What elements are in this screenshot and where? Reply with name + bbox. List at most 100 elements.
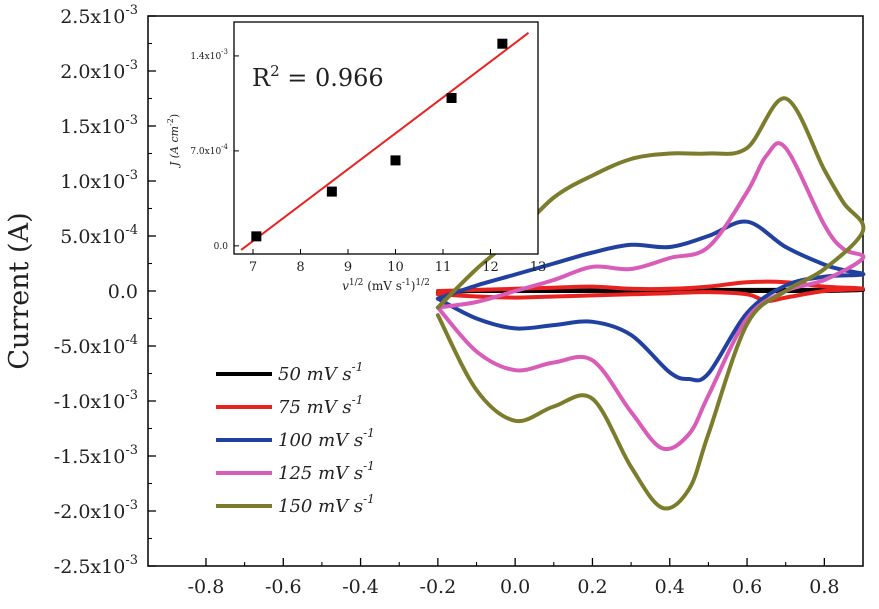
tick-mantissa: 1.5x10: [60, 116, 125, 138]
tick-mantissa: -5.0x10: [54, 336, 126, 358]
r2-rest: = 0.966: [280, 64, 384, 92]
legend-label-exponent: -1: [363, 492, 375, 506]
series-line-1: [435, 279, 865, 303]
inset-data-point: [390, 155, 401, 166]
tick-exponent: -3: [125, 498, 138, 513]
legend-label-text: 100 mV s: [278, 430, 363, 451]
main-y-tick-label: 1.0x10-3: [60, 168, 138, 193]
inset-ylabel-base: J (A cm: [168, 126, 181, 168]
inset-plot-content: [240, 32, 530, 251]
inset-background: [234, 22, 538, 254]
main-y-tick-label: 2.5x10-3: [60, 3, 138, 28]
inset-x-tick-label: 10: [387, 260, 404, 275]
inset-x-tick-label: 13: [530, 260, 547, 275]
main-y-tick-label: 1.5x10-3: [60, 113, 138, 138]
main-y-tick-label: 2.0x10-3: [60, 58, 138, 83]
main-x-tick-label: -0.6: [265, 576, 302, 598]
inset-y-axis-label: J (A cm-2): [166, 114, 181, 168]
legend-label-exponent: -1: [363, 426, 375, 440]
inset-tick-mantissa: 1.4x10: [190, 52, 221, 62]
inset-xlabel-sup: 1/2: [349, 278, 363, 288]
inset-xlabel-end: ): [411, 279, 416, 293]
tick-exponent: -4: [125, 223, 138, 238]
inset-x-tick-label: 11: [435, 260, 452, 275]
legend-label: 50 mV s-1: [278, 360, 363, 385]
inset-xlabel-v: v: [342, 279, 349, 293]
legend-label-exponent: -1: [363, 459, 375, 473]
tick-exponent: -3: [125, 168, 138, 183]
inset-data-point: [326, 186, 337, 197]
inset-y-tick-label: 7.0x10-4: [190, 143, 228, 157]
inset-x-tick-label: 9: [344, 260, 352, 275]
main-y-tick-label: 0.0: [108, 281, 138, 303]
series-line-3: [435, 141, 866, 452]
inset-tick-exponent: -4: [221, 143, 228, 151]
legend-label-exponent: -1: [352, 360, 364, 374]
main-y-tick-label: -2.5x10-3: [54, 553, 138, 578]
legend-label-exponent: -1: [352, 393, 364, 407]
tick-exponent: -3: [125, 3, 138, 18]
legend-label-text: 50 mV s: [278, 364, 352, 385]
legend-label-text: 150 mV s: [278, 496, 363, 517]
main-x-tick-label: 0.0: [500, 576, 530, 598]
tick-exponent: -3: [125, 553, 138, 568]
series-line-2: [435, 219, 866, 383]
tick-mantissa: 1.0x10: [60, 171, 125, 193]
inset-data-point: [497, 38, 508, 49]
inset-y-tick-label: 1.4x10-3: [190, 48, 228, 62]
main-chart: -0.8 -0.6 -0.4 -0.2 0.0 0.2 0.4 0.6 0.8 -2.5x10-…: [4, 3, 866, 598]
tick-mantissa: -2.0x10: [54, 501, 126, 523]
inset-data-point: [446, 92, 457, 103]
r2-sup: 2: [270, 62, 280, 80]
inset-x-tick-label: 12: [482, 260, 499, 275]
main-x-axis: -0.8 -0.6 -0.4 -0.2 0.0 0.2 0.4 0.6 0.8: [188, 558, 839, 598]
inset-plot-frame: [233, 21, 539, 255]
main-x-tick-label: -0.8: [188, 576, 225, 598]
inset-fit-line: [240, 32, 530, 251]
inset-tick-mantissa: 7.0x10: [190, 147, 221, 157]
inset-chart: 7 8 9 10 11 12 13 0.0 7.0x10-4 1.4x10-3 R2 = 0.9…: [166, 21, 546, 293]
inset-data-point: [251, 231, 262, 242]
tick-mantissa: -1.5x10: [54, 446, 126, 468]
tick-exponent: -3: [125, 113, 138, 128]
legend-label: 75 mV s-1: [278, 393, 363, 418]
tick-exponent: -4: [125, 333, 138, 348]
main-x-tick-label: -0.2: [420, 576, 457, 598]
inset-ylabel-sup: -2: [166, 118, 175, 126]
main-x-tick-label: 0.6: [732, 576, 762, 598]
tick-exponent: -3: [125, 58, 138, 73]
inset-x-tick-label: 7: [249, 260, 257, 275]
main-y-axis: -2.5x10-3-2.0x10-3-1.5x10-3-1.0x10-3-5.0…: [54, 3, 156, 578]
main-y-tick-label: -5.0x10-4: [54, 333, 138, 358]
inset-x-tick-label: 8: [296, 260, 304, 275]
inset-ylabel-end: ): [168, 114, 181, 118]
legend-label: 100 mV s-1: [278, 426, 375, 451]
inset-xlabel-sup2: -1: [402, 278, 411, 288]
inset-tick-exponent: -3: [221, 48, 228, 56]
main-series-group: [435, 96, 866, 511]
tick-mantissa: -2.5x10: [54, 556, 126, 578]
inset-r-squared-annotation: R2 = 0.966: [252, 62, 384, 92]
tick-mantissa: 0.0: [108, 281, 138, 303]
r2-base: R: [252, 64, 271, 92]
inset-xlabel-rest: (mV s: [363, 279, 402, 293]
tick-mantissa: 2.0x10: [60, 61, 125, 83]
legend-label-text: 75 mV s: [278, 397, 352, 418]
main-x-tick-label: 0.8: [809, 576, 839, 598]
inset-x-axis-label: v1/2 (mV s-1)1/2: [342, 278, 430, 293]
inset-y-tick-label: 0.0: [214, 242, 229, 252]
main-y-tick-label: -1.5x10-3: [54, 443, 138, 468]
main-x-tick-label: 0.2: [577, 576, 607, 598]
legend-label-text: 125 mV s: [278, 463, 363, 484]
inset-x-axis: 7 8 9 10 11 12 13: [249, 249, 546, 275]
tick-mantissa: 2.5x10: [60, 6, 125, 28]
inset-tick-mantissa: 0.0: [214, 242, 229, 252]
legend-label: 150 mV s-1: [278, 492, 375, 517]
main-x-tick-label: 0.4: [655, 576, 685, 598]
main-y-tick-label: 5.0x10-4: [60, 223, 138, 248]
main-y-axis-label: Current (A): [4, 212, 35, 369]
tick-exponent: -3: [125, 388, 138, 403]
main-y-tick-label: -1.0x10-3: [54, 388, 138, 413]
